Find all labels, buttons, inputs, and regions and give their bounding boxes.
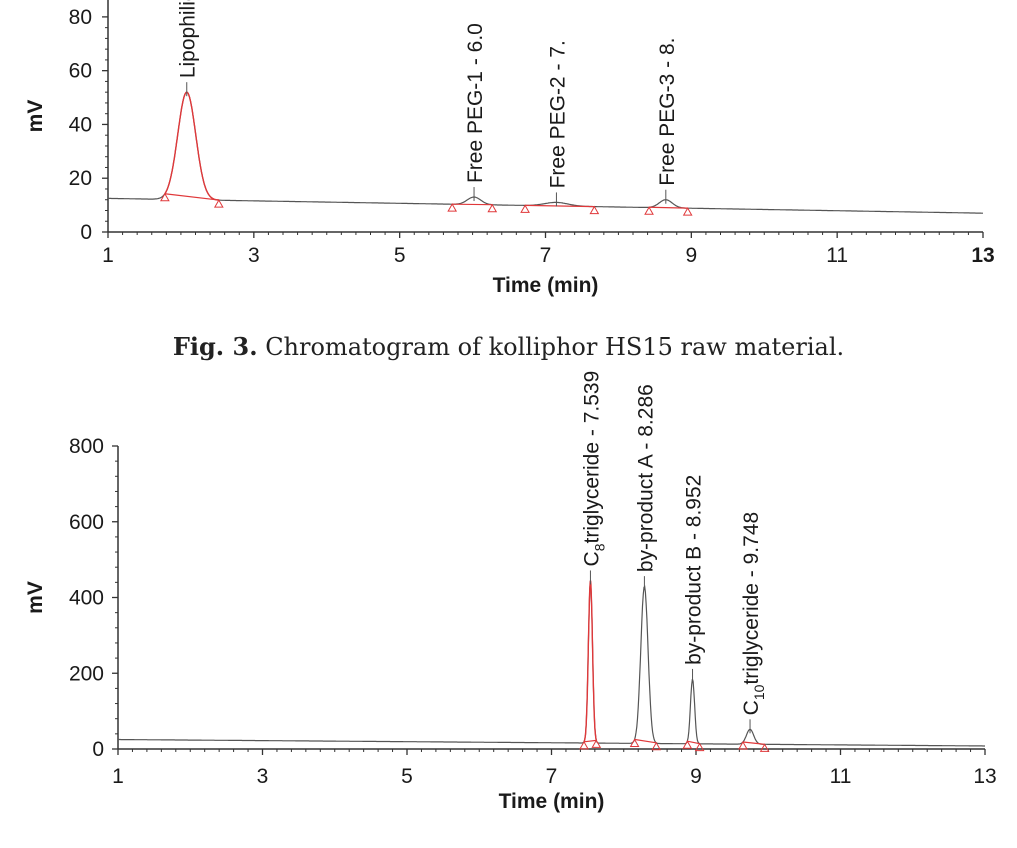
y-tick-label: 600	[69, 511, 104, 534]
peak-marker	[487, 203, 498, 213]
x-tick-label: 9	[690, 765, 702, 788]
y-tick-label: 0	[92, 738, 104, 761]
peak-marker	[759, 743, 770, 752]
x-tick-label: 5	[401, 765, 413, 788]
peak-label: Free PEG-1 - 6.0	[464, 23, 487, 183]
y-axis-title: mV	[24, 100, 47, 133]
peak-label-prefix: C	[580, 551, 603, 566]
integration-line	[687, 740, 700, 745]
peak-marker	[160, 192, 170, 202]
peak-marker	[651, 741, 662, 751]
peak-marker	[682, 740, 693, 749]
peak-marker	[694, 742, 705, 752]
peak-curve	[583, 580, 597, 743]
peak-marker	[629, 738, 640, 747]
integration-line	[634, 738, 657, 744]
peak-marker	[520, 204, 530, 213]
peak-label-subscript: 8	[591, 543, 607, 551]
peak-label: Lipophilic - 2.	[177, 0, 200, 78]
x-tick-label: 5	[394, 244, 406, 267]
peak-label-suffix: triglyceride - 7.539	[580, 371, 603, 544]
peak-marker	[682, 207, 693, 216]
peak-marker	[644, 206, 654, 215]
x-axis-title: Time (min)	[493, 274, 599, 297]
y-tick-label: 20	[69, 167, 92, 190]
y-axis-title: mV	[24, 581, 47, 614]
integration-line	[583, 739, 597, 743]
peak-marker	[738, 740, 748, 750]
x-tick-label: 1	[102, 244, 114, 267]
caption-label: Fig. 3.	[172, 332, 258, 361]
y-tick-label: 60	[69, 60, 92, 83]
x-tick-label: 11	[830, 765, 852, 788]
y-tick-label: 400	[69, 587, 104, 610]
peak-curve	[164, 91, 220, 201]
integration-line	[525, 204, 595, 208]
x-tick-label: 13	[973, 765, 996, 788]
y-tick-label: 800	[69, 435, 104, 458]
peak-label: C10triglyceride - 9.748	[740, 512, 767, 716]
peak-label-prefix: C	[740, 700, 763, 715]
peak-label: Free PEG-3 - 8.	[656, 38, 679, 186]
integration-line	[164, 193, 219, 201]
x-tick-label: 7	[546, 765, 558, 788]
peak-label-suffix: triglyceride - 9.748	[740, 512, 763, 685]
figure-caption: Fig. 3. Chromatogram of kolliphor HS15 r…	[0, 332, 1017, 361]
peak-marker	[447, 203, 458, 212]
chromatogram-trace	[108, 91, 983, 214]
chromatogram-trace	[118, 580, 985, 747]
y-tick-label: 80	[69, 6, 92, 29]
x-tick-label: 7	[540, 244, 552, 267]
peak-label-subscript: 10	[751, 684, 767, 700]
caption-text: Chromatogram of kolliphor HS15 raw mater…	[265, 333, 845, 361]
integration-line	[742, 741, 765, 745]
y-tick-label: 40	[69, 113, 92, 136]
peak-marker	[589, 205, 600, 215]
y-tick-label: 0	[80, 221, 92, 244]
x-tick-label: 11	[826, 244, 848, 267]
peak-label: Free PEG-2 - 7.	[546, 40, 569, 188]
integration-line	[452, 203, 493, 206]
peak-marker	[591, 739, 602, 748]
x-axis-title: Time (min)	[499, 790, 605, 813]
x-tick-label: 9	[685, 244, 697, 267]
peak-label: C8triglyceride - 7.539	[580, 371, 607, 567]
x-tick-label: 13	[971, 244, 994, 267]
peak-label: by-product B - 8.952	[683, 475, 706, 665]
integration-line	[649, 206, 688, 209]
peak-marker	[213, 199, 224, 208]
x-tick-label: 3	[257, 765, 269, 788]
x-tick-label: 1	[112, 765, 124, 788]
peak-marker	[579, 740, 589, 750]
peak-label: by-product A - 8.286	[634, 384, 657, 572]
x-tick-label: 3	[248, 244, 260, 267]
y-tick-label: 200	[69, 662, 104, 685]
